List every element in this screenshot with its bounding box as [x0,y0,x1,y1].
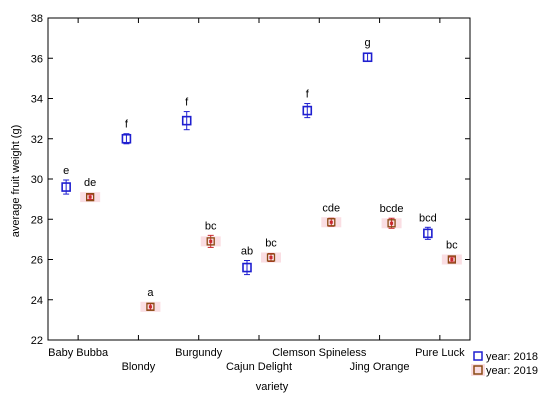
point-marker [327,218,336,227]
x-tick-label: Burgundy [175,347,223,359]
data-point: f [302,89,313,119]
y-tick-label: 38 [31,13,43,25]
legend-swatch [473,351,483,361]
point-marker [146,302,155,311]
y-tick-label: 30 [31,174,43,186]
legend-entry: year: 2018 [473,351,538,363]
point-marker [447,255,457,264]
x-tick-label: Cajun Delight [226,361,292,373]
data-point: e [61,165,71,195]
point-marker [302,105,313,116]
data-point: bc [200,220,221,248]
data-point: cde [321,202,342,228]
point-center [88,195,92,199]
x-tick-label: Baby Bubba [48,347,109,359]
data-point: de [80,177,101,203]
data-point: ab [241,246,253,276]
plot-area: 22 24 26 28 30 32 34 36 38 Baby Bubba Blondy Burgun… [31,13,471,373]
point-center [390,221,394,225]
significance-label: bc [446,240,458,252]
data-point: bcde [380,203,404,229]
y-tick-label: 26 [31,255,43,267]
significance-label: f [306,89,310,101]
y-tick-label: 24 [31,295,43,307]
y-tick-label: 34 [31,94,43,106]
x-axis-label: variety [256,381,289,393]
legend-label: year: 2019 [486,365,538,377]
data-point: g [362,37,373,63]
x-tick-label: Clemson Spineless [272,347,367,359]
point-marker [206,237,215,246]
significance-label: bcd [419,212,437,224]
significance-label: cde [322,202,340,214]
significance-label: bc [205,220,217,232]
significance-label: ab [241,246,253,258]
data-point: bc [261,237,281,263]
legend: year: 2018 year: 2019 [471,351,538,377]
data-marks: e f f ab f g bcd de a bc bc cde bcde bc [61,37,462,312]
point-center [329,220,333,224]
significance-label: de [84,177,96,189]
point-marker [85,192,95,202]
plot-frame [47,17,471,341]
significance-label: g [365,37,371,49]
significance-label: bc [265,237,277,249]
significance-label: f [185,97,189,109]
data-point: f [121,119,132,145]
point-center [209,239,213,243]
point-center [450,258,454,261]
point-marker [61,182,71,192]
point-marker [181,115,192,126]
data-point: a [140,287,161,312]
point-center [148,305,152,309]
significance-label: a [147,287,154,299]
y-tick-label: 22 [31,335,43,347]
data-point: bc [441,240,462,265]
data-point: f [181,97,192,131]
point-center [269,255,273,259]
legend-entry: year: 2019 [471,364,538,377]
y-axis-label: average fruit weight (g) [10,125,22,238]
y-tick-label: 36 [31,53,43,65]
y-tick-label: 32 [31,134,43,146]
significance-label: bcde [380,203,404,215]
legend-label: year: 2018 [486,351,538,363]
significance-label: f [125,119,129,131]
x-tick-label: Pure Luck [415,347,465,359]
y-tick-label: 28 [31,214,43,226]
x-tick-label: Jing Orange [350,361,410,373]
significance-label: e [63,165,69,177]
point-marker [362,52,373,63]
data-point: bcd [419,212,437,240]
point-marker [423,228,433,239]
point-marker [387,219,396,228]
point-marker [242,262,252,273]
point-marker [266,253,276,262]
point-marker [121,133,132,144]
x-tick-label: Blondy [122,361,156,373]
legend-swatch [473,365,483,375]
